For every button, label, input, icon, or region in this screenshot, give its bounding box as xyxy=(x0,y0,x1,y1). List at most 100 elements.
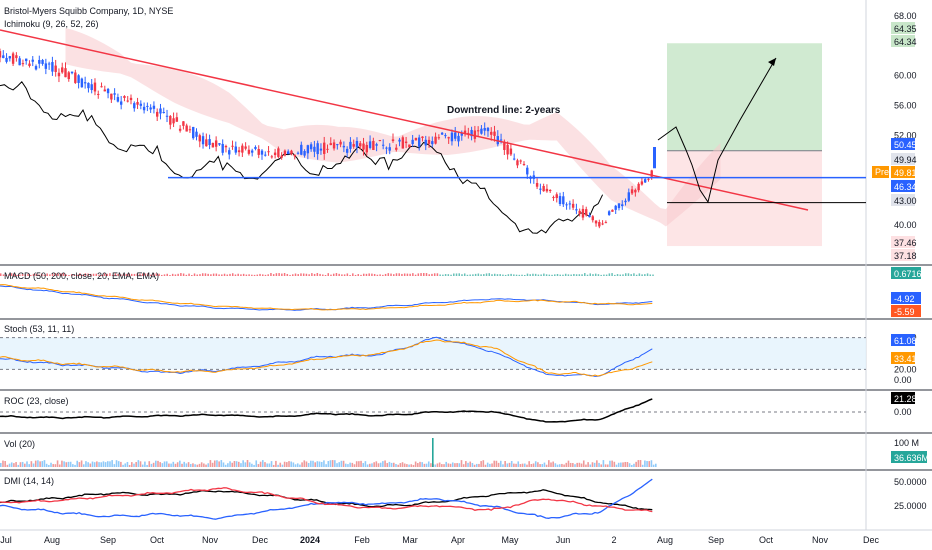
volume-bar xyxy=(572,463,574,467)
stoch-pane-title: Stoch (53, 11, 11) xyxy=(4,324,75,334)
macd-histogram-bar xyxy=(382,274,384,276)
candle-body xyxy=(414,137,418,141)
candle-body xyxy=(323,142,326,154)
price-tick-label: 68.00 xyxy=(894,11,917,21)
candle-body xyxy=(614,205,617,210)
stoch-tag-label: 61.08 xyxy=(894,336,917,346)
macd-histogram-bar xyxy=(390,273,392,276)
volume-bar xyxy=(316,461,319,467)
volume-bar xyxy=(50,462,52,467)
volume-bar xyxy=(519,464,522,467)
macd-histogram-bar xyxy=(2,274,5,276)
macd-histogram-bar xyxy=(455,273,458,276)
volume-bar xyxy=(414,461,417,467)
macd-histogram-bar xyxy=(281,273,283,276)
macd-histogram-bar xyxy=(234,274,237,276)
macd-histogram-bar xyxy=(480,274,482,276)
macd-histogram-bar xyxy=(524,274,526,276)
macd-histogram-bar xyxy=(594,273,597,276)
volume-bar xyxy=(545,464,548,467)
candle-body xyxy=(650,170,653,177)
volume-bar xyxy=(270,461,273,467)
macd-histogram-bar xyxy=(109,273,111,276)
pre-badge-label: Pre xyxy=(875,167,889,177)
volume-bar xyxy=(362,463,365,467)
macd-histogram-bar xyxy=(357,274,360,276)
volume-bar xyxy=(480,461,482,467)
macd-histogram-bar xyxy=(605,274,608,276)
projection-path xyxy=(657,57,777,204)
macd-histogram-bar xyxy=(537,274,540,276)
candle-body xyxy=(395,147,398,150)
candle-body xyxy=(519,160,522,162)
candle-body xyxy=(11,53,15,64)
volume-bar xyxy=(495,460,498,467)
volume-bar xyxy=(104,462,107,467)
volume-bar xyxy=(314,462,316,467)
volume-bar xyxy=(567,460,570,467)
macd-histogram-bar xyxy=(485,273,488,276)
volume-bar xyxy=(626,461,629,467)
macd-histogram-bar xyxy=(199,274,201,276)
volume-bar xyxy=(462,464,465,467)
macd-histogram-bar xyxy=(106,273,108,276)
candle-body xyxy=(97,93,100,95)
macd-histogram-bar xyxy=(518,274,521,276)
macd-histogram-bar xyxy=(223,273,226,276)
volume-bar xyxy=(63,461,65,467)
candle-body xyxy=(558,196,562,205)
price-tag-64-35 xyxy=(891,22,915,34)
volume-bar xyxy=(377,463,380,467)
macd-histogram-bar xyxy=(305,273,308,276)
macd-histogram-bar xyxy=(622,274,624,276)
macd-histogram-bar xyxy=(551,274,553,276)
volume-bar xyxy=(580,463,583,467)
candle-body xyxy=(562,196,565,205)
price-tag-37-18 xyxy=(891,249,915,261)
macd-histogram-bar xyxy=(81,274,84,276)
macd-histogram-bar xyxy=(346,273,349,276)
volume-bar xyxy=(436,463,439,467)
volume-bar xyxy=(451,462,454,467)
volume-bar xyxy=(613,461,616,467)
volume-bar xyxy=(303,460,306,467)
candle-body xyxy=(549,189,552,192)
stoch-tick-label: 20.00 xyxy=(894,364,917,374)
macd-histogram-bar xyxy=(122,273,125,276)
volume-bar xyxy=(589,464,592,467)
volume-bar xyxy=(6,464,9,467)
volume-bar xyxy=(189,463,192,467)
volume-bar xyxy=(504,461,506,467)
candle-body xyxy=(647,178,650,180)
macd-histogram-bar xyxy=(442,274,444,276)
volume-bar xyxy=(301,462,303,467)
volume-bar xyxy=(471,462,474,467)
macd-histogram-bar xyxy=(352,273,354,276)
macd-histogram-bar xyxy=(207,273,209,276)
volume-bar xyxy=(449,463,452,467)
volume-bar xyxy=(650,460,653,467)
candle-body xyxy=(637,183,640,191)
volume-bar xyxy=(421,462,423,467)
candle-body xyxy=(8,56,12,59)
macd-histogram-bar xyxy=(256,274,259,276)
candle-body xyxy=(316,143,319,155)
volume-bar xyxy=(76,460,79,467)
candle-body xyxy=(630,189,634,194)
macd-histogram-bar xyxy=(592,274,594,276)
volume-bar xyxy=(229,461,231,467)
candle-body xyxy=(224,145,228,148)
volume-bar xyxy=(65,462,68,467)
macd-histogram-bar xyxy=(128,273,130,276)
volume-bar xyxy=(552,461,554,467)
candle-body xyxy=(588,215,591,218)
volume-bar xyxy=(548,460,550,467)
macd-histogram-bar xyxy=(43,274,46,276)
volume-bar xyxy=(141,464,144,467)
macd-histogram-bar xyxy=(619,274,622,276)
candle-body xyxy=(355,140,359,148)
macd-histogram-bar xyxy=(242,273,245,276)
volume-bar xyxy=(630,464,633,467)
volume-bar xyxy=(355,461,358,467)
